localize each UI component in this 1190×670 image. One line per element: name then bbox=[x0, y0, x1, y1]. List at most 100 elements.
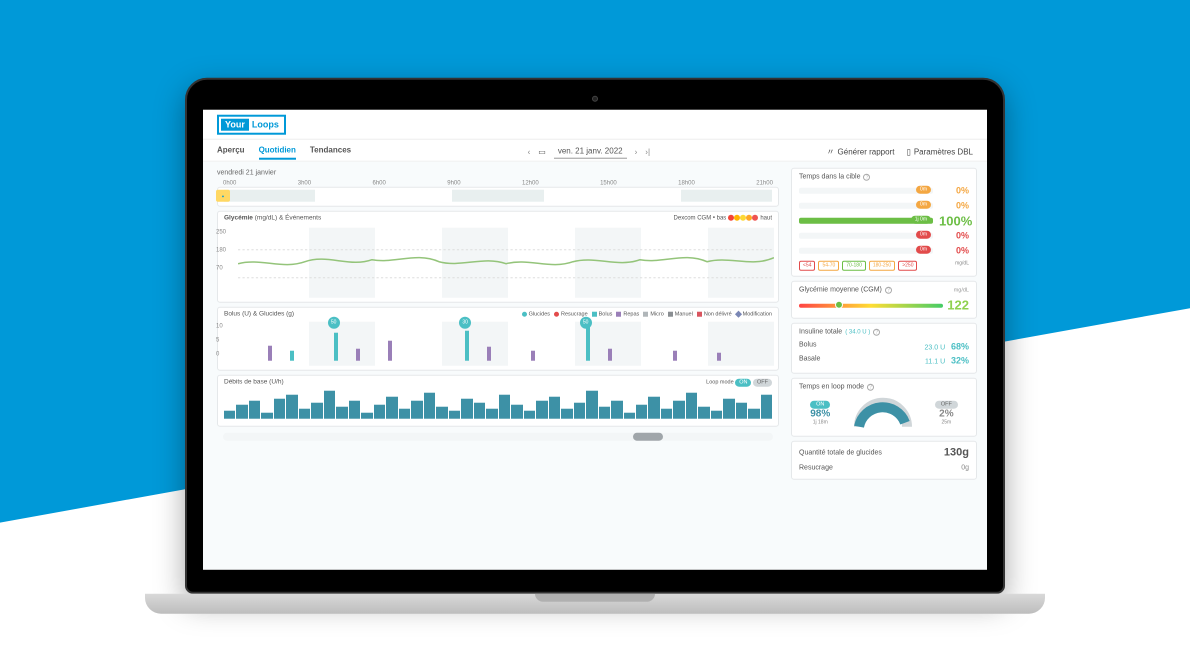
current-date[interactable]: ven. 21 janv. 2022 bbox=[554, 146, 627, 158]
bolus-bar bbox=[717, 353, 721, 361]
cgm-title: Glycémie moyenne (CGM) bbox=[799, 287, 882, 294]
loop-on-stats: ON 98% 1j 18m bbox=[810, 400, 830, 425]
nav-row: Aperçu Quotidien Tendances ‹ ▭ ven. 21 j… bbox=[203, 140, 987, 162]
bolus-bars-area: 503050 bbox=[224, 321, 772, 361]
legend-label: Glucides bbox=[529, 311, 550, 317]
insulin-value: 11.1 U 32% bbox=[925, 356, 969, 366]
insulin-row: Bolus23.0 U 68% bbox=[799, 340, 969, 354]
basal-bar bbox=[461, 399, 472, 419]
bolus-bar bbox=[465, 331, 469, 361]
cgm-value: 122 bbox=[947, 298, 969, 313]
loop-off-stats: OFF 2% 25m bbox=[935, 400, 958, 425]
basal-bar bbox=[386, 397, 397, 419]
basal-bar bbox=[474, 403, 485, 419]
basal-bar bbox=[299, 409, 310, 419]
date-next-button[interactable]: › bbox=[635, 148, 638, 157]
basal-bar bbox=[524, 411, 535, 419]
calendar-icon[interactable]: ▭ bbox=[538, 148, 546, 157]
basal-bar bbox=[698, 407, 709, 419]
date-last-button[interactable]: ›| bbox=[645, 148, 650, 157]
basal-bar bbox=[324, 391, 335, 419]
basal-bar bbox=[574, 403, 585, 419]
app-logo[interactable]: Your Loops bbox=[217, 114, 286, 134]
basal-bar bbox=[673, 401, 684, 419]
insulin-value: 23.0 U 68% bbox=[925, 342, 969, 352]
chart-line-icon: 〃 bbox=[827, 147, 835, 158]
cgm-average-card: Glycémie moyenne (CGM) ? mg/dL 122 bbox=[791, 281, 977, 319]
generate-report-button[interactable]: 〃 Générer rapport bbox=[827, 147, 895, 158]
legend-marker-icon bbox=[697, 312, 702, 317]
legend-marker-icon bbox=[522, 312, 527, 317]
tir-row: 0m0% bbox=[799, 230, 969, 242]
basal-bar bbox=[236, 405, 247, 419]
time-in-range-card: Temps dans la cible ? 0m0%0m0%1j 0m100%0… bbox=[791, 168, 977, 277]
screen-bezel: Your Loops Aperçu Quotidien Tendances ‹ … bbox=[185, 78, 1005, 594]
basal-bar bbox=[286, 395, 297, 419]
range-chip: 54-70 bbox=[818, 261, 839, 271]
bolus-bar bbox=[673, 351, 677, 361]
laptop-base bbox=[145, 594, 1045, 614]
timeline-date-label: vendredi 21 janvier bbox=[217, 168, 779, 179]
date-prev-button[interactable]: ‹ bbox=[528, 148, 531, 157]
bolus-legend: GlucidesResucrageBolusRepasMicroManuelNo… bbox=[522, 311, 772, 318]
tir-duration-pill: 0m bbox=[916, 246, 931, 254]
basal-bar bbox=[261, 413, 272, 419]
info-icon[interactable]: ? bbox=[867, 384, 874, 391]
basal-bar bbox=[411, 401, 422, 419]
bolus-bar bbox=[388, 341, 392, 361]
tab-tendances[interactable]: Tendances bbox=[310, 145, 351, 159]
timeline-scrollbar[interactable] bbox=[223, 433, 773, 441]
bolus-bar bbox=[356, 349, 360, 361]
insulin-total-card: Insuline totale ( 34.0 U ) ? Bolus23.0 U… bbox=[791, 323, 977, 374]
loop-off-pill: OFF bbox=[753, 378, 772, 386]
info-icon[interactable]: ? bbox=[873, 329, 880, 336]
glycemia-y-axis: 250 180 70 bbox=[216, 230, 226, 272]
basal-chart: Débits de base (U/h) Loop mode ON OFF bbox=[217, 375, 779, 427]
glycemia-title: Glycémie (mg/dL) & Événements bbox=[224, 215, 321, 223]
insulin-label: Basale bbox=[799, 356, 820, 366]
bolus-chart: Bolus (U) & Glucides (g) GlucidesResucra… bbox=[217, 307, 779, 371]
tir-range-legend: <5454-7070-180180-250>250mg/dL bbox=[799, 261, 969, 271]
tab-quotidien[interactable]: Quotidien bbox=[259, 145, 296, 159]
tir-duration-pill: 0m bbox=[916, 231, 931, 239]
basal-bar bbox=[499, 395, 510, 419]
time-axis: 0h003h006h009h0012h0015h0018h0021h00 bbox=[217, 179, 779, 187]
tir-duration-pill: 0m bbox=[916, 186, 931, 194]
tab-apercu[interactable]: Aperçu bbox=[217, 145, 245, 159]
basal-bar bbox=[536, 401, 547, 419]
tir-percent: 0% bbox=[939, 186, 969, 196]
app-body: vendredi 21 janvier 0h003h006h009h0012h0… bbox=[203, 162, 987, 570]
tir-percent: 100% bbox=[939, 213, 969, 228]
basal-bar bbox=[624, 413, 635, 419]
legend-label: Modification bbox=[743, 311, 772, 317]
range-chip: 70-180 bbox=[842, 261, 866, 271]
laptop-mockup: Your Loops Aperçu Quotidien Tendances ‹ … bbox=[185, 78, 1005, 614]
tir-title: Temps dans la cible bbox=[799, 174, 860, 181]
carb-dot: 50 bbox=[328, 317, 340, 329]
insulin-title: Insuline totale bbox=[799, 329, 842, 336]
device-icon: ▯ bbox=[906, 148, 910, 157]
legend-label: Non délivré bbox=[704, 311, 732, 317]
timeline-bar bbox=[217, 187, 779, 207]
laptop-notch bbox=[535, 594, 655, 602]
cgm-unit: mg/dL bbox=[954, 287, 969, 293]
scrollbar-thumb[interactable] bbox=[633, 433, 663, 441]
basal-bar bbox=[761, 395, 772, 419]
basal-bar bbox=[224, 411, 235, 419]
bolus-bar bbox=[531, 351, 535, 361]
parameters-button[interactable]: ▯ Paramètres DBL bbox=[906, 147, 973, 158]
tir-duration-pill: 0m bbox=[916, 201, 931, 209]
info-icon[interactable]: ? bbox=[863, 174, 870, 181]
legend-marker-icon bbox=[735, 311, 742, 318]
tir-unit: mg/dL bbox=[955, 261, 969, 271]
basal-bar bbox=[349, 401, 360, 419]
parameters-label: Paramètres DBL bbox=[914, 148, 973, 157]
cgm-legend: Dexcom CGM • bas haut bbox=[674, 215, 772, 223]
basal-bar bbox=[599, 407, 610, 419]
basal-bar bbox=[274, 399, 285, 419]
info-icon[interactable]: ? bbox=[885, 287, 892, 294]
generate-report-label: Générer rapport bbox=[838, 148, 895, 157]
bolus-bar bbox=[290, 351, 294, 361]
basal-bar bbox=[336, 407, 347, 419]
carb-dot: 30 bbox=[459, 317, 471, 329]
